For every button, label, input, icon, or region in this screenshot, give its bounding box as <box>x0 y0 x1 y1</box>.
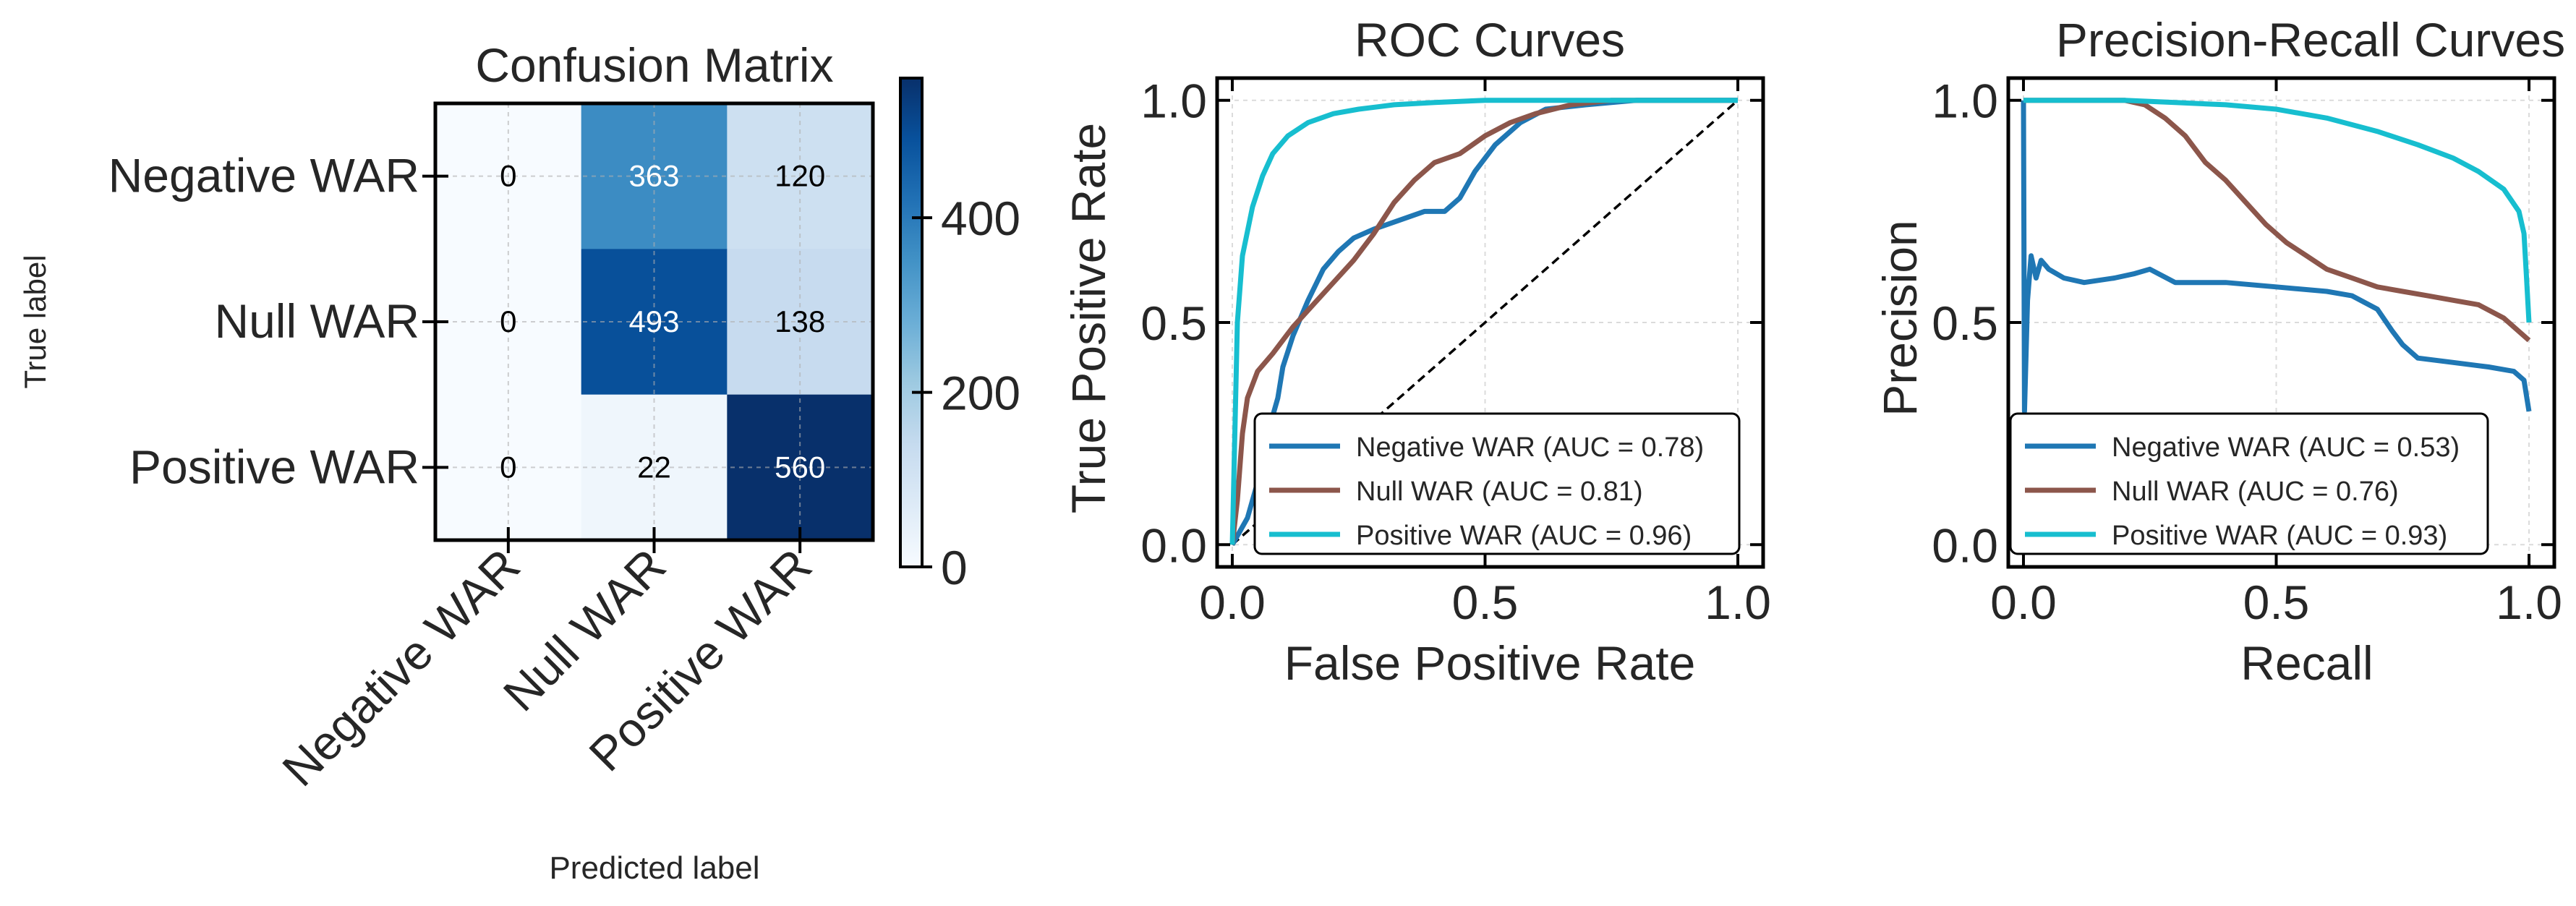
roc-plot-area: 0.00.0 0.5 0.5 1.0 1.0 Negative WAR (AUC = 0.… <box>1140 74 1771 629</box>
cm-cell-value: 22 <box>637 450 671 484</box>
series-line <box>2021 100 2532 414</box>
cm-cell-value: 120 <box>775 159 825 193</box>
confusion-matrix-xlabel: Predicted label <box>549 850 759 886</box>
colorbar-tick-label: 400 <box>941 192 1020 245</box>
ytick-label: 1.0 <box>1140 74 1207 128</box>
legend: Negative WAR (AUC = 0.78) Null WAR (AUC =… <box>1253 412 1741 555</box>
colorbar-ticks: 0 200 400 <box>912 192 1020 594</box>
confusion-matrix-values: 0 363 120 0 493 138 0 22 560 <box>500 159 825 484</box>
colorbar <box>899 77 924 568</box>
pr-title: Precision-Recall Curves <box>2056 13 2565 67</box>
ytick-label: 0.0 <box>1932 518 1998 572</box>
pr-ylabel: Precision <box>1873 220 1927 416</box>
roc-xlabel: False Positive Rate <box>1284 636 1696 690</box>
confusion-matrix-title: Confusion Matrix <box>475 38 833 92</box>
roc-title: ROC Curves <box>1355 13 1625 67</box>
pr-panel: Precision-Recall Curves 0.00.0 0.5 0.5 1.0 1… <box>1873 13 2565 690</box>
cm-cell-value: 560 <box>775 450 825 484</box>
cm-cell-value: 138 <box>775 304 825 338</box>
legend-label: Negative WAR (AUC = 0.78) <box>1356 432 1704 463</box>
colorbar-tick-label: 0 <box>941 541 968 594</box>
legend-box <box>1253 412 1741 555</box>
series-line <box>1229 98 1738 545</box>
cm-cell-value: 0 <box>500 304 516 338</box>
cm-cell-value: 0 <box>500 159 516 193</box>
confusion-matrix-row-labels: Negative WAR Null WAR Positive WAR <box>108 149 448 493</box>
series-group <box>2021 98 2532 414</box>
cm-col-label: Negative WAR <box>272 539 530 797</box>
cm-row-label: Null WAR <box>214 294 419 348</box>
legend-box <box>2009 412 2489 555</box>
xtick-label: 1.0 <box>1705 576 1771 629</box>
legend: Negative WAR (AUC = 0.53) Null WAR (AUC =… <box>2009 412 2489 555</box>
confusion-matrix-panel: Confusion Matrix 0 363 120 0 493 138 0 22 560 Ne… <box>18 38 1020 886</box>
cm-row-label: Positive WAR <box>129 440 419 493</box>
pr-xlabel: Recall <box>2240 636 2373 690</box>
legend-label: Null WAR (AUC = 0.81) <box>1356 476 1643 507</box>
legend-label: Negative WAR (AUC = 0.53) <box>2112 432 2460 463</box>
series-line <box>2023 98 2531 343</box>
xtick-label: 1.0 <box>2496 576 2562 629</box>
legend-label: Positive WAR (AUC = 0.93) <box>2112 521 2447 551</box>
colorbar-tick-label: 200 <box>941 367 1020 420</box>
ytick-label: 0.0 <box>1140 518 1207 572</box>
cm-row-label: Negative WAR <box>108 149 419 202</box>
cm-cell-value: 363 <box>628 159 679 193</box>
confusion-matrix-ylabel: True label <box>18 255 52 388</box>
xtick-label: 0.0 <box>1199 576 1266 629</box>
roc-panel: ROC Curves 0.00.0 0.5 0.5 1.0 1.0 Negative WA… <box>1062 13 1771 690</box>
ytick-label: 0.5 <box>1932 296 1998 350</box>
series-line <box>2023 98 2532 323</box>
ytick-label: 0.5 <box>1140 296 1207 350</box>
legend-label: Positive WAR (AUC = 0.96) <box>1356 521 1692 551</box>
series-line <box>1229 98 1738 545</box>
cm-cell-value: 493 <box>628 304 679 338</box>
legend-label: Null WAR (AUC = 0.76) <box>2112 476 2399 507</box>
ytick-label: 1.0 <box>1932 74 1998 128</box>
confusion-matrix-grid <box>435 103 873 540</box>
xtick-label: 0.5 <box>1452 576 1519 629</box>
cm-cell-value: 0 <box>500 450 516 484</box>
xtick-label: 0.0 <box>1990 576 2057 629</box>
xtick-label: 0.5 <box>2243 576 2310 629</box>
roc-ylabel: True Positive Rate <box>1062 123 1115 513</box>
